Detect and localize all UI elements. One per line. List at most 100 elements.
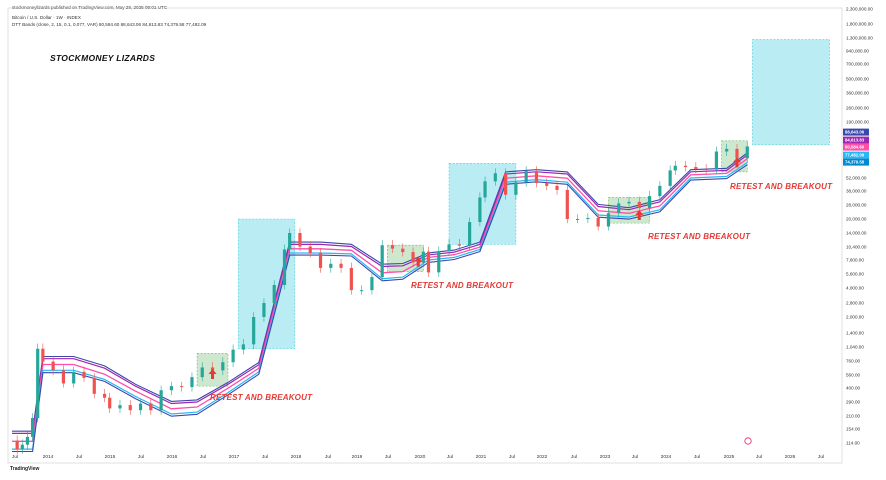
y-tick-label: 500,000.00 bbox=[846, 77, 869, 82]
x-tick-label: Jul bbox=[756, 454, 762, 460]
arrow-up-icon bbox=[208, 369, 217, 379]
candle-body bbox=[118, 405, 122, 409]
candle-body bbox=[272, 284, 276, 303]
candle-body bbox=[575, 219, 580, 220]
y-tick-label: 7,600.00 bbox=[846, 258, 864, 263]
y-tick-label: 2,800.00 bbox=[846, 301, 864, 306]
candle-body bbox=[390, 245, 395, 249]
candle-body bbox=[41, 348, 45, 362]
annotation-retest-breakout: RETEST AND BREAKOUT bbox=[210, 393, 313, 402]
candle-body bbox=[514, 182, 518, 195]
annotation-retest-breakout: RETEST AND BREAKOUT bbox=[730, 182, 833, 191]
y-tick-label: 52,000.00 bbox=[846, 176, 867, 181]
candle-body bbox=[25, 436, 30, 445]
candle-body bbox=[262, 303, 266, 317]
candle-body bbox=[421, 251, 425, 263]
x-tick-label: Jul bbox=[200, 454, 206, 460]
candle-body bbox=[349, 267, 353, 291]
x-tick-label: Jul bbox=[447, 454, 453, 460]
candle-body bbox=[318, 252, 323, 268]
candle-body bbox=[241, 344, 245, 350]
y-tick-label: 38,000.00 bbox=[846, 189, 867, 194]
price-tags: 88,643.06 84,613.83 80,584.60 77,482.09 74,3… bbox=[843, 128, 869, 166]
x-tick-label: Jul bbox=[76, 454, 82, 460]
y-tick-label: 1,800,000.00 bbox=[846, 22, 873, 27]
candle-body bbox=[72, 371, 76, 384]
candle-body bbox=[61, 370, 66, 384]
price-tag-label: 88,643.06 bbox=[845, 130, 865, 135]
x-tick-label: Jul bbox=[694, 454, 700, 460]
x-tick-label: 2022 bbox=[537, 454, 548, 460]
y-tick-label: 760.00 bbox=[846, 359, 860, 364]
x-tick-label: Jul bbox=[325, 454, 331, 460]
candle-body bbox=[221, 362, 225, 371]
x-tick-label: Jul bbox=[632, 454, 638, 460]
x-tick-label: 2014 bbox=[43, 454, 54, 460]
x-tick-label: Jul bbox=[818, 454, 824, 460]
candle-body bbox=[169, 386, 173, 391]
arrow-up-icon bbox=[414, 256, 423, 267]
x-tick-label: 2025 bbox=[724, 454, 735, 460]
y-tick-label: 360,000.00 bbox=[846, 91, 869, 96]
y-tick-label: 290.00 bbox=[846, 400, 860, 405]
candle-body bbox=[586, 217, 590, 219]
x-tick-label: Jul bbox=[262, 454, 268, 460]
x-tick-label: 2017 bbox=[229, 454, 240, 460]
candle-body bbox=[360, 290, 364, 292]
y-tick-label: 1,400.00 bbox=[846, 331, 864, 336]
candle-body bbox=[411, 252, 415, 263]
y-tick-label: 190,000.00 bbox=[846, 120, 869, 125]
y-tick-label: 28,000.00 bbox=[846, 203, 867, 208]
y-tick-label: 2,000.00 bbox=[846, 315, 864, 320]
y-tick-label: 210.00 bbox=[846, 414, 860, 419]
candle-body bbox=[30, 418, 35, 437]
candle-body bbox=[36, 348, 40, 419]
price-tag: 74,379.58 bbox=[843, 158, 869, 166]
x-tick-label: Jul bbox=[138, 454, 144, 460]
candle-body bbox=[694, 167, 698, 170]
price-tag-bg bbox=[843, 158, 869, 166]
cyan-zone bbox=[752, 39, 830, 146]
candle-body bbox=[231, 349, 235, 363]
price-tag: 88,643.06 bbox=[843, 128, 869, 136]
price-tag-label: 84,613.83 bbox=[845, 138, 865, 143]
arrow-up-icon bbox=[732, 157, 741, 168]
y-tick-label: 5,600.00 bbox=[846, 272, 864, 277]
y-tick-label: 4,000.00 bbox=[846, 286, 864, 291]
candle-body bbox=[658, 185, 662, 197]
candle-body bbox=[200, 367, 204, 378]
x-tick-label: Jul bbox=[385, 454, 391, 460]
candle-body bbox=[92, 377, 96, 394]
candle-body bbox=[627, 201, 631, 204]
y-tick-label: 260,000.00 bbox=[846, 106, 869, 111]
candle-body bbox=[437, 251, 441, 273]
y-tick-label: 10,400.00 bbox=[846, 245, 867, 250]
price-tag: 84,613.83 bbox=[843, 136, 869, 144]
candle-body bbox=[493, 173, 497, 182]
candle-body bbox=[745, 146, 749, 159]
candle-body bbox=[159, 390, 163, 411]
chart-border bbox=[7, 7, 843, 464]
candle-body bbox=[647, 196, 652, 209]
price-tag-bg bbox=[843, 128, 869, 136]
candle-body bbox=[457, 244, 461, 246]
candle-body bbox=[82, 371, 86, 378]
price-tag-bg bbox=[843, 136, 869, 144]
candle-body bbox=[401, 248, 405, 253]
event-marker-icon bbox=[744, 437, 752, 445]
y-tick-label: 14,000.00 bbox=[846, 231, 867, 236]
cyan-zone bbox=[237, 218, 296, 350]
x-axis: Jul 2014 Jul 2015 Jul 2016 Jul 2017 Jul 2018 Jul 20… bbox=[12, 437, 824, 460]
candle-body bbox=[102, 393, 107, 398]
candle-body bbox=[447, 244, 451, 252]
candle-body bbox=[329, 263, 333, 268]
candle-body bbox=[15, 440, 19, 450]
candle-body bbox=[426, 251, 431, 273]
price-tag-label: 80,584.60 bbox=[845, 145, 865, 150]
price-tag-bg bbox=[843, 151, 869, 159]
candle-body bbox=[468, 222, 472, 246]
x-tick-label: 2016 bbox=[167, 454, 178, 460]
candle-body bbox=[668, 170, 672, 186]
